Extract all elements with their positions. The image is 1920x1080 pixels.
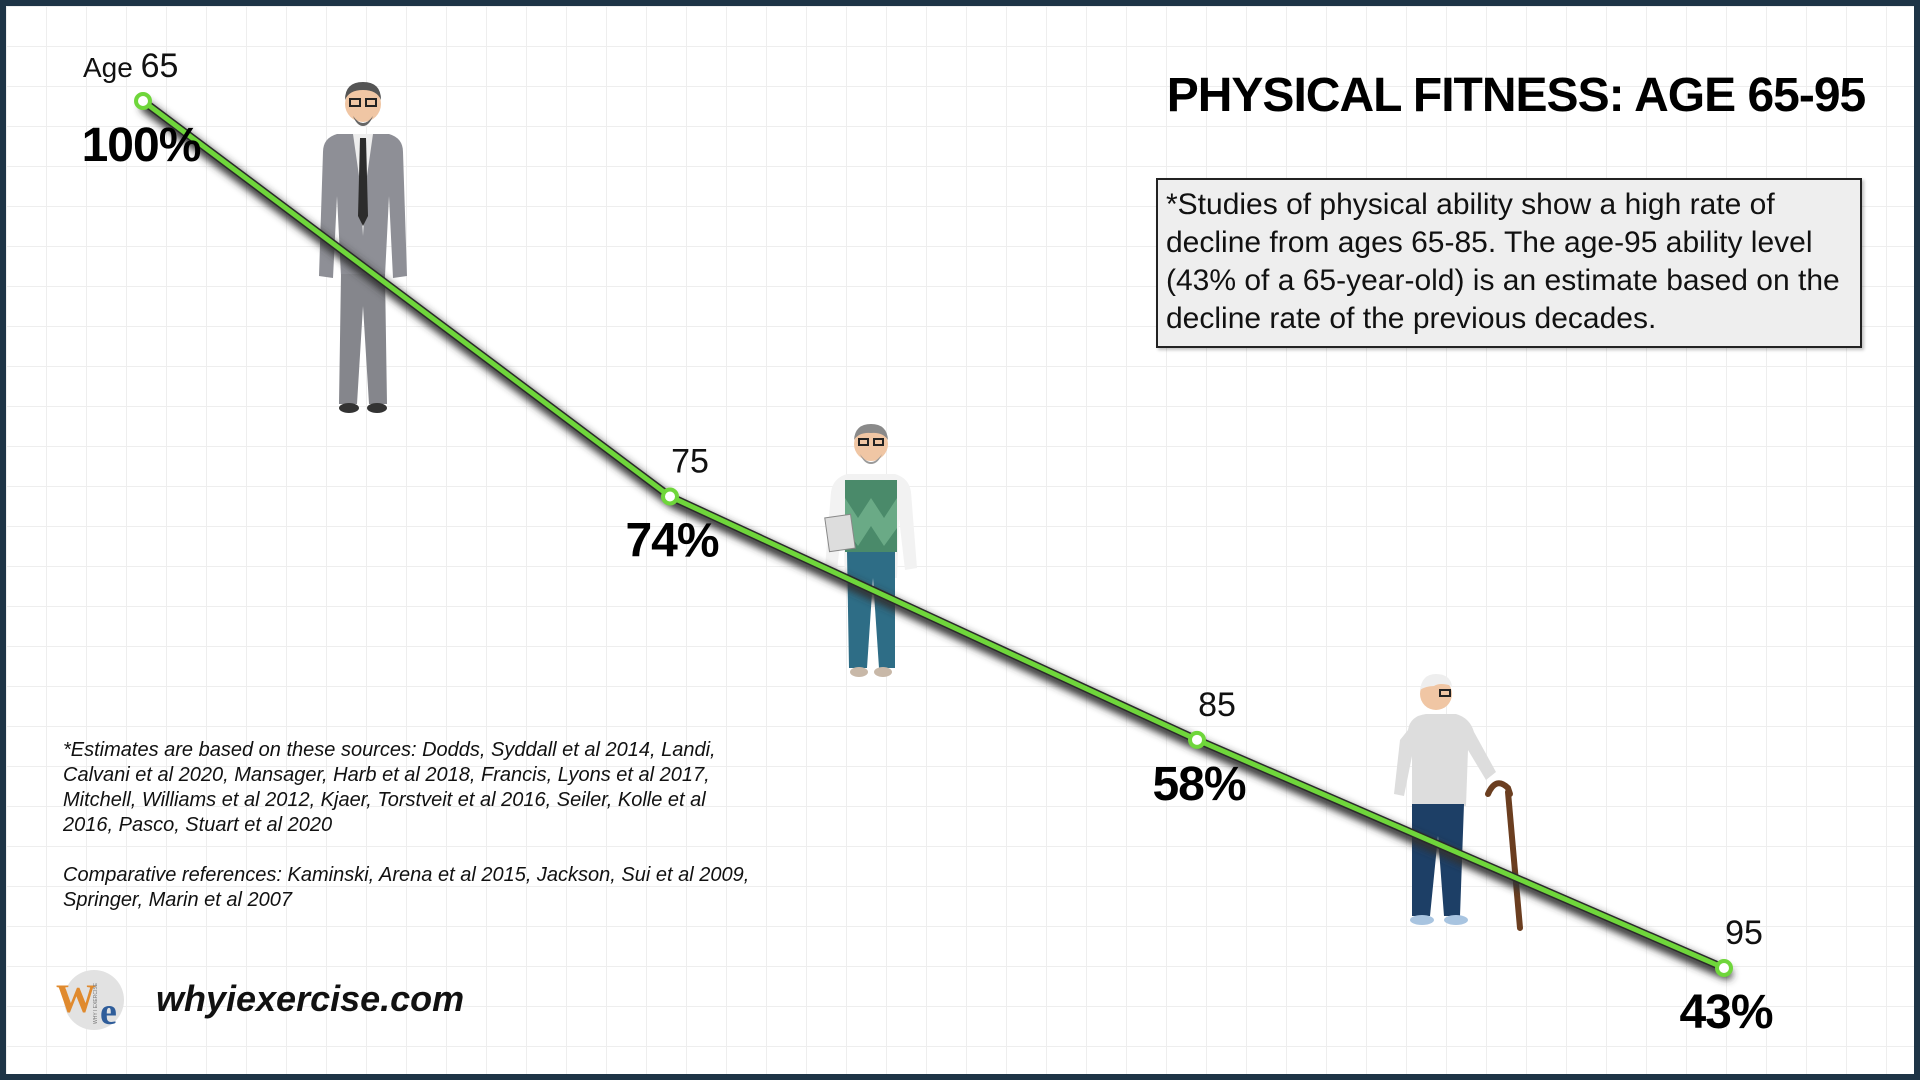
x-tick-label: Age 65 [83, 47, 178, 85]
x-tick-label: 85 [1198, 686, 1236, 724]
x-tick-value: 65 [141, 47, 179, 85]
logo-letter-e: e [100, 991, 117, 1030]
data-point [1188, 730, 1206, 749]
sources-block: *Estimates are based on these sources: D… [63, 738, 753, 938]
data-point [1715, 959, 1733, 977]
logo-side-text: WHY I EXERCISE [93, 982, 99, 1024]
logo-letter-w: W [56, 976, 96, 1021]
data-label: 58% [1152, 758, 1245, 811]
website-url: whyiexercise.com [156, 978, 465, 1019]
x-tick-label: 75 [671, 442, 709, 480]
data-point [661, 487, 679, 506]
elderly-man-with-cane-icon [1394, 674, 1523, 931]
references-text: Comparative references: Kaminski, Arena … [63, 864, 750, 911]
series-line [140, 98, 1727, 971]
line-chart: Age 65 100% 75 74% 85 58% 95 43% [82, 47, 1774, 1039]
x-prefix-label: Age [83, 52, 141, 83]
sources-text: *Estimates are based on these sources: D… [63, 739, 716, 836]
whyiexercise-logo: W e WHY I EXERCISE [56, 970, 124, 1030]
man-in-sweater-vest-icon [824, 424, 917, 677]
data-label: 100% [82, 119, 201, 172]
data-label: 74% [625, 514, 718, 567]
x-tick-label: 95 [1725, 914, 1763, 952]
data-label: 43% [1679, 986, 1772, 1039]
chart-note: *Studies of physical ability show a high… [1156, 178, 1862, 348]
man-in-suit-icon [319, 82, 407, 413]
chart-title: PHYSICAL FITNESS: AGE 65-95 [1166, 69, 1867, 122]
data-point [134, 92, 152, 110]
